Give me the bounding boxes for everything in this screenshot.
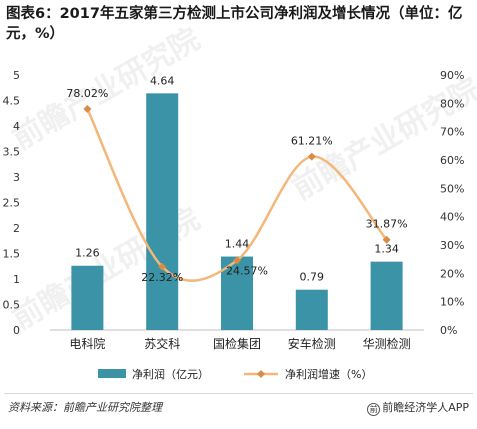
bar [146, 93, 179, 330]
y-axis-left-tick-label: 1 [13, 273, 20, 286]
x-axis-category-label: 苏交科 [144, 336, 180, 351]
bar-value-label: 1.26 [75, 247, 100, 260]
y-axis-left-tick-label: 2.5 [3, 197, 21, 210]
y-axis-right-tick-label: 0% [440, 324, 457, 337]
legend-bar-swatch [98, 369, 126, 378]
growth-point [307, 152, 316, 161]
legend-line-label: 净利润增速（%） [285, 367, 372, 381]
growth-value-label: 78.02% [66, 87, 108, 100]
x-axis-category-label: 安车检测 [288, 336, 336, 351]
y-axis-left-tick-label: 3 [13, 171, 20, 184]
brand-credit: 前前瞻经济学人APP [367, 399, 469, 416]
y-axis-right-tick-label: 50% [440, 182, 464, 195]
y-axis-right-tick-label: 10% [440, 296, 464, 309]
growth-point [83, 104, 92, 113]
chart-title: 图表6：2017年五家第三方检测上市公司净利润及增长情况（单位：亿元，%） [6, 6, 463, 42]
legend-bar-label: 净利润（亿元） [132, 367, 209, 381]
y-axis-right-tick-label: 20% [440, 267, 464, 280]
y-axis-right-tick-label: 40% [440, 211, 464, 224]
y-axis-left-tick-label: 3.5 [3, 146, 21, 159]
y-axis-right-tick-label: 90% [440, 69, 464, 82]
y-axis-left-tick-label: 4 [13, 120, 20, 133]
bar [295, 289, 328, 330]
bar-value-label: 1.34 [374, 243, 399, 256]
x-axis-category-label: 电科院 [69, 337, 105, 351]
bar-value-label: 1.44 [225, 238, 250, 251]
brand-logo-icon: 前 [367, 403, 381, 416]
x-axis-category-label: 华测检测 [363, 336, 411, 351]
source-note: 资料来源：前瞻产业研究院整理 [8, 401, 162, 414]
growth-point [158, 262, 167, 271]
y-axis-left-tick-label: 4.5 [3, 95, 21, 108]
y-axis-left-tick-label: 5 [13, 69, 20, 82]
growth-value-label: 31.87% [366, 218, 408, 231]
legend: 净利润（亿元） 净利润增速（%） [98, 367, 372, 381]
y-axis-right-tick-label: 80% [440, 97, 464, 110]
growth-value-label: 22.32% [141, 271, 183, 284]
y-axis-left-tick-label: 0.5 [3, 299, 21, 312]
legend-line-marker [257, 370, 265, 378]
y-axis-right-tick-label: 70% [440, 126, 464, 139]
bar-value-label: 4.64 [150, 74, 175, 87]
bar-series: 1.26 4.64 1.44 0.79 1.34 [71, 74, 403, 330]
y-axis-left-tick-label: 1.5 [3, 248, 21, 261]
bar [370, 261, 403, 330]
growth-point [382, 235, 391, 244]
growth-point [233, 256, 241, 265]
chart: 前瞻产业研究院 前瞻产业研究院 前瞻产业研究院 00.511.522.533.5… [3, 22, 477, 381]
bar [71, 265, 104, 330]
y-axis-left-tick-label: 0 [13, 324, 20, 337]
growth-value-label: 61.21% [291, 135, 333, 148]
axes: 00.511.522.533.544.550%10%20%30%40%50%60… [3, 69, 465, 351]
y-axis-right-tick-label: 60% [440, 154, 464, 167]
brand-name: 前瞻经济学人APP [382, 401, 469, 414]
bar-value-label: 0.79 [300, 271, 325, 284]
y-axis-right-tick-label: 30% [440, 239, 464, 252]
footer-divider [4, 393, 473, 394]
growth-value-label: 24.57% [226, 264, 268, 277]
y-axis-left-tick-label: 2 [13, 222, 20, 235]
x-axis-category-label: 国检集团 [213, 336, 261, 351]
line-series: 78.02% 22.32% 24.57% 61.21% 31.87% [66, 87, 407, 284]
